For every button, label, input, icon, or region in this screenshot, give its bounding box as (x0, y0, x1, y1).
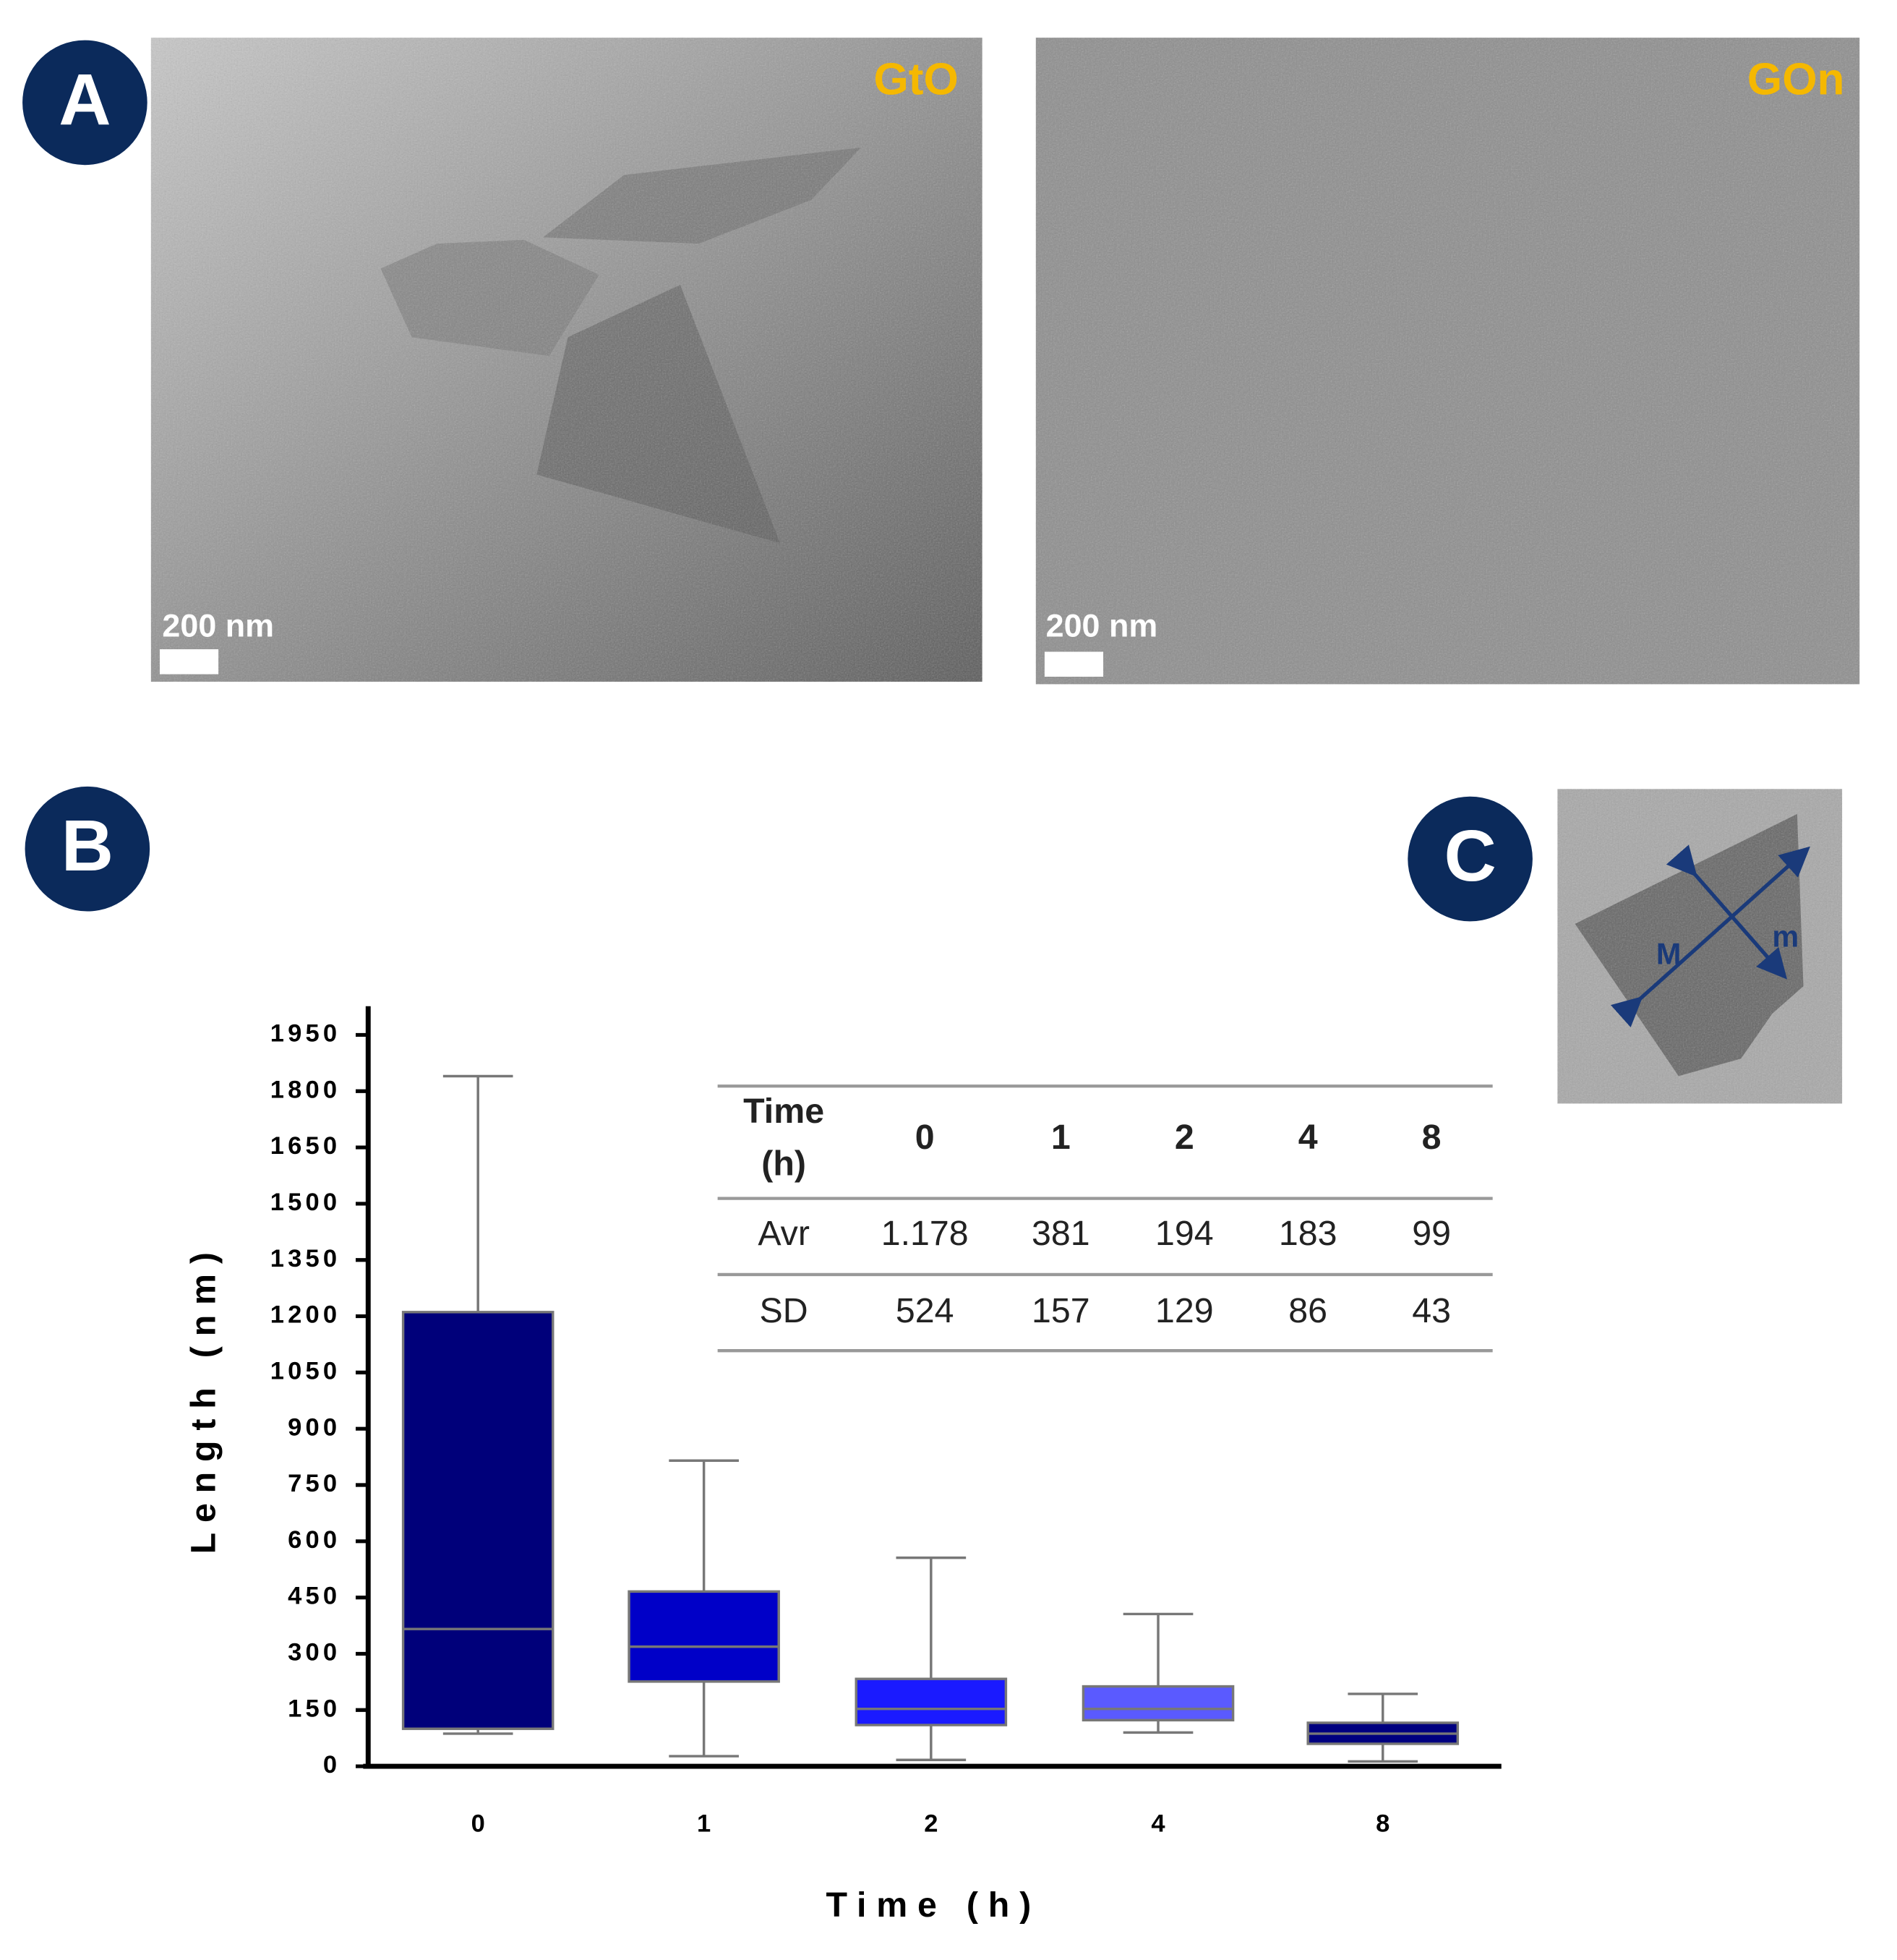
image-label: GOn (1747, 55, 1845, 105)
box (628, 1590, 780, 1683)
y-tick-label: 600 (288, 1526, 341, 1554)
y-tick-label: 1650 (270, 1132, 341, 1160)
x-tick-label: 4 (1151, 1810, 1165, 1837)
table-cell: 86 (1288, 1291, 1327, 1330)
box-chart: 0150300450600750900105012001350150016501… (184, 1006, 1502, 1925)
panel-label: C (1444, 816, 1496, 896)
y-tick-label: 1050 (270, 1357, 341, 1385)
table-header: 4 (1298, 1118, 1318, 1157)
table-header: 0 (915, 1118, 935, 1157)
table-cell: 43 (1412, 1291, 1451, 1330)
table-cell: 99 (1412, 1214, 1451, 1253)
y-tick-label: 450 (288, 1583, 341, 1610)
panel-label: B (61, 805, 114, 886)
scale-bar (1044, 651, 1104, 677)
table-header: 2 (1175, 1118, 1194, 1157)
minor-axis-arrow (1666, 844, 1788, 980)
panel-label: A (59, 59, 111, 140)
panel-b: B (25, 786, 150, 912)
scale-label: 200 nm (1046, 607, 1158, 644)
y-tick-label: 150 (288, 1695, 341, 1722)
y-tick-label: 1800 (270, 1076, 341, 1103)
scale-label: 200 nm (162, 607, 274, 644)
y-tick-label: 900 (288, 1413, 341, 1441)
table-header: 8 (1422, 1118, 1442, 1157)
y-tick-label: 0 (323, 1751, 341, 1779)
x-tick-label: 1 (697, 1810, 711, 1837)
tem-noise (150, 38, 982, 682)
panel-badge (1408, 796, 1533, 922)
panel-badge (25, 786, 150, 912)
table-cell: 1.178 (881, 1214, 969, 1253)
x-axis-title: Time (h) (826, 1886, 1042, 1925)
y-tick-label: 1950 (270, 1020, 341, 1048)
scale-bar (159, 649, 219, 675)
y-tick-label: 750 (288, 1470, 341, 1497)
box (855, 1677, 1008, 1726)
table-cell: 129 (1155, 1291, 1214, 1330)
table-cell: 194 (1155, 1214, 1214, 1253)
table-cell: 183 (1279, 1214, 1337, 1253)
table-cell: 524 (896, 1291, 954, 1330)
tem-noise (1035, 38, 1860, 685)
minor-label: m (1772, 919, 1799, 953)
y-tick-label: 1200 (270, 1301, 341, 1329)
image-label: GtO (873, 55, 958, 105)
table-header: 1 (1051, 1118, 1071, 1157)
y-tick-label: 1350 (270, 1245, 341, 1272)
panel-a: A GtO 200 nm GOn 200 nm (22, 38, 1860, 685)
panel-badge (22, 40, 147, 166)
table-cell: 381 (1032, 1214, 1090, 1253)
table-cell: Avr (758, 1214, 810, 1253)
y-axis-title: Length (nm) (184, 1242, 223, 1554)
table-cell: SD (760, 1291, 808, 1330)
x-tick-label: 2 (924, 1810, 938, 1837)
table-header: Time (h) (743, 1092, 824, 1184)
box (1082, 1685, 1235, 1721)
y-tick-label: 300 (288, 1639, 341, 1666)
panel-c: C M m (1408, 789, 1843, 1104)
major-label: M (1656, 937, 1682, 971)
y-tick-label: 1500 (270, 1189, 341, 1216)
x-tick-label: 8 (1376, 1810, 1389, 1837)
box (401, 1311, 554, 1730)
table-cell: 157 (1032, 1291, 1090, 1330)
x-tick-label: 0 (471, 1810, 485, 1837)
